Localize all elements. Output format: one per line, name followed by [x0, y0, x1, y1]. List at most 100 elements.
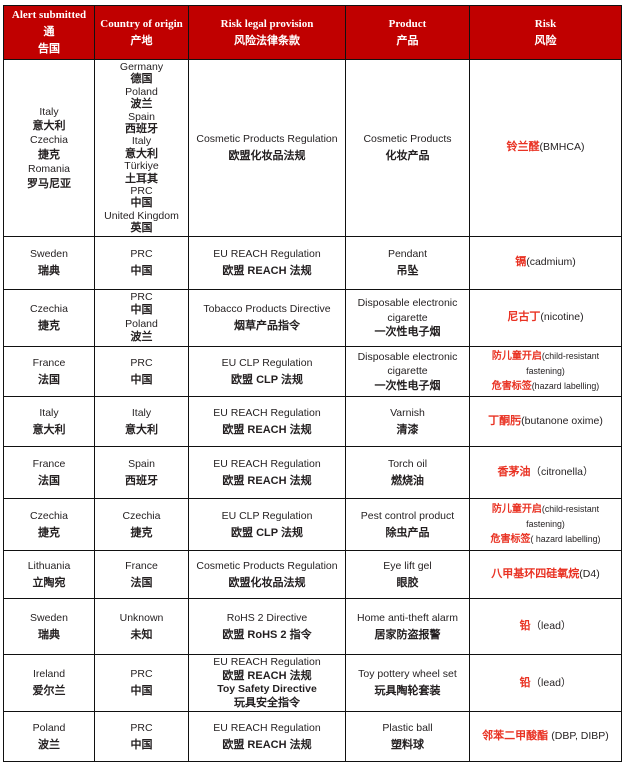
cell-line-en: EU REACH Regulation: [213, 656, 321, 669]
header-risk: Risk 风险: [469, 5, 622, 60]
provision-cell: EU CLP Regulation 欧盟 CLP 法规: [188, 498, 346, 552]
cell-line-en: United Kingdom: [104, 209, 179, 222]
header-line: Risk legal provision: [220, 17, 314, 30]
cell-line-en: Home anti-theft alarm: [357, 611, 458, 624]
risk-detail-text: (D4): [579, 568, 600, 581]
cell-line-zh: 中国: [130, 264, 153, 277]
risk-detail-text: (nicotine): [540, 311, 584, 324]
cell-line-en: Plastic ball: [382, 721, 433, 734]
cell-line-en: Czechia: [30, 302, 68, 315]
cell-line-zh: 意大利: [125, 147, 158, 160]
cell-line-en: Toy Safety Directive: [217, 683, 317, 696]
origin-cell: PRC 中国: [94, 235, 189, 290]
cell-line-en: France: [32, 457, 66, 470]
origin-cell: Germany 德国 Poland 波兰 Spain 西班牙 Italy 意大利 Türkiye…: [94, 59, 189, 237]
cell-line-zh: 法国: [38, 474, 60, 487]
alert-country-cell: Poland 波兰: [3, 711, 95, 762]
header-product: Product 产品: [345, 5, 470, 60]
header-line: Risk: [534, 17, 557, 30]
cell-line-en: EU REACH Regulation: [213, 406, 321, 419]
risk-substance-text: 丁酮肟: [488, 415, 522, 428]
risk-cell: 尼古丁(nicotine): [469, 288, 622, 348]
origin-cell: Italy 意大利: [94, 396, 189, 448]
cell-line-zh: 意大利: [32, 423, 66, 436]
cell-line-en: Tobacco Products Directive: [203, 302, 331, 315]
cell-line-zh: 西班牙: [125, 123, 158, 136]
risk-detail-text: (child-resistant fastening): [526, 351, 600, 377]
risk-cell: 防儿童开启(child-resistant fastening) 危害标签(haz…: [469, 346, 622, 398]
product-cell: Home anti-theft alarm 居家防盗报警: [345, 598, 470, 656]
risk-cell: 防儿童开启(child-resistant fastening) 危害标签( ha…: [469, 498, 622, 552]
cell-line-zh: 塑料球: [391, 738, 424, 751]
cell-line-en: Italy: [131, 135, 152, 148]
cell-line-en: PRC: [130, 721, 153, 734]
risk-alerts-table: Alert submitted 通 告国 Country of origin 产…: [3, 5, 622, 762]
cell-line-en: Pendant: [387, 247, 428, 260]
header-alert-country: Alert submitted 通 告国: [3, 5, 95, 60]
cell-line-en: Poland: [125, 85, 158, 98]
cell-line-en: Cosmetic Products: [363, 132, 452, 145]
provision-cell: RoHS 2 Directive 欧盟 RoHS 2 指令: [188, 598, 346, 656]
provision-cell: Tobacco Products Directive 烟草产品指令: [188, 288, 346, 348]
table-row: Ireland 爱尔兰 PRC 中国 EU REACH Regulation 欧盟 REA…: [3, 654, 622, 713]
origin-cell: Spain 西班牙: [94, 446, 189, 500]
risk-cell: 铅（lead）: [469, 654, 622, 713]
cell-line-zh: 罗马尼亚: [27, 177, 71, 190]
cell-line-en: Pest control product: [360, 509, 455, 522]
risk-line: 防儿童开启(child-resistant fastening): [472, 502, 619, 532]
risk-cell: 香茅油（citronella）: [469, 446, 622, 500]
cell-line-zh: 中国: [130, 304, 153, 317]
risk-detail-text: (DBP, DIBP): [551, 730, 609, 743]
cell-line-en: EU REACH Regulation: [213, 457, 321, 470]
alert-country-cell: Italy 意大利 Czechia 捷克 Romania 罗马尼亚: [3, 59, 95, 237]
product-cell: Cosmetic Products 化妆产品: [345, 59, 470, 237]
cell-line-zh: 吊坠: [396, 264, 419, 277]
cell-line-zh: 欧盟 REACH 法规: [222, 423, 312, 436]
risk-cell: 镉(cadmium): [469, 235, 622, 290]
cell-line-en: Poland: [125, 317, 158, 330]
risk-substance-text: 防儿童开启: [491, 351, 542, 363]
cell-line-zh: 化妆产品: [385, 149, 430, 162]
cell-line-zh: 捷克: [38, 148, 60, 161]
cell-line-en: Czechia: [30, 134, 68, 147]
cell-line-zh: 欧盟化妆品法规: [228, 576, 306, 589]
risk-substance-text: 危害标签: [491, 381, 532, 393]
table-row: France 法国 PRC 中国 EU CLP Regulation 欧盟 CLP 法规 D…: [3, 346, 622, 398]
provision-cell: EU CLP Regulation 欧盟 CLP 法规: [188, 346, 346, 398]
cell-line-en: PRC: [130, 247, 153, 260]
origin-cell: PRC 中国: [94, 346, 189, 398]
cell-line-zh: 土耳其: [125, 172, 158, 185]
cell-line-en: Czechia: [122, 509, 161, 522]
risk-substance-text: 尼古丁: [507, 311, 541, 324]
cell-line-zh: 波兰: [130, 331, 153, 344]
cell-line-en: Varnish: [390, 406, 425, 419]
risk-line: 防儿童开启(child-resistant fastening): [472, 349, 619, 379]
cell-line-zh: 中国: [130, 685, 153, 698]
cell-line-en: Czechia: [30, 509, 68, 522]
cell-line-en: Cosmetic Products Regulation: [196, 132, 338, 145]
header-line: 风险法律条款: [234, 34, 300, 47]
alert-country-cell: France 法国: [3, 346, 95, 398]
cell-line-zh: 一次性电子烟: [374, 326, 441, 339]
risk-line: 邻苯二甲酸酯 (DBP, DIBP): [472, 728, 619, 745]
cell-line-zh: 立陶宛: [32, 576, 66, 589]
alert-country-cell: Czechia 捷克: [3, 498, 95, 552]
risk-substance-text: 铃兰醛: [506, 141, 540, 154]
cell-line-zh: 烟草产品指令: [234, 319, 300, 332]
cell-line-en: Spain: [128, 110, 155, 123]
provision-cell: EU REACH Regulation 欧盟 REACH 法规: [188, 396, 346, 448]
risk-cell: 铃兰醛(BMHCA): [469, 59, 622, 237]
product-cell: Disposable electronic cigarette 一次性电子烟: [345, 288, 470, 348]
origin-cell: Czechia 捷克: [94, 498, 189, 552]
risk-line: 铃兰醛(BMHCA): [472, 139, 619, 156]
cell-line-en: France: [32, 356, 66, 369]
product-cell: Pendant 吊坠: [345, 235, 470, 290]
cell-line-zh: 中国: [130, 373, 153, 386]
risk-detail-text: （lead）: [530, 676, 572, 689]
product-cell: Plastic ball 塑料球: [345, 711, 470, 762]
cell-line-zh: 捷克: [130, 526, 153, 539]
product-cell: Varnish 清漆: [345, 396, 470, 448]
table-row: Poland 波兰 PRC 中国 EU REACH Regulation 欧盟 REACH…: [3, 711, 622, 762]
risk-cell: 八甲基环四硅氧烷(D4): [469, 550, 622, 600]
